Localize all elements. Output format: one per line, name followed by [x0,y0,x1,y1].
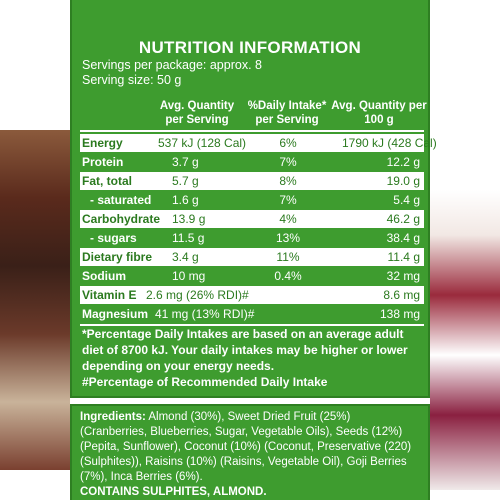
ingredients-panel: Ingredients: Almond (30%), Sweet Dried F… [70,404,430,500]
row-label: Dietary fibre [82,250,153,264]
row-serving: 41 mg (13% RDI)# [155,307,255,321]
product-photo-right [430,190,500,490]
row-label: Protein [82,155,124,169]
row-serving: 11.5 g [172,231,205,245]
row-per-100g: 11.4 g [387,250,420,264]
col-header-daily-intake: %Daily Intake* per Serving [247,100,327,126]
row-per-100g: 46.2 g [386,212,420,226]
row-serving: 5.7 g [172,174,199,188]
row-per-100g: 1790 kJ (428 Cal) [342,136,437,150]
row-daily-intake: 0.4% [274,269,302,283]
table-row-sodium: Sodium 10 mg 0.4% 32 mg [80,267,424,285]
servings-per-package: Servings per package: approx. 8 [82,58,262,72]
row-daily-intake: 8% [279,174,297,188]
allergen-statement: CONTAINS SULPHITES, ALMOND. [80,486,267,498]
row-label: Sodium [82,269,126,283]
row-serving: 13.9 g [172,212,206,226]
row-daily-intake: 7% [279,155,297,169]
row-daily-intake: 7% [279,193,297,207]
ingredients-label: Ingredients: [80,411,146,423]
row-serving: 10 mg [172,269,206,283]
row-label: Fat, total [82,174,132,188]
row-serving: 3.4 g [172,250,199,264]
panel-title: NUTRITION INFORMATION [138,38,362,57]
product-photo-left [0,130,70,470]
table-row-energy: Energy 537 kJ (128 Cal) 6% 1790 kJ (428 … [80,134,437,152]
row-serving: 3.7 g [172,155,199,169]
table-rule [80,130,424,132]
nutrition-panel: NUTRITION INFORMATION Servings per packa… [70,0,437,398]
col-header-per-serving: Avg. Quantity per Serving [159,100,235,126]
table-row-magnesium: Magnesium 41 mg (13% RDI)# 138 mg [80,305,424,323]
row-per-100g: 38.4 g [386,231,420,245]
row-label: Magnesium [82,307,149,321]
table-row-protein: Protein 3.7 g 7% 12.2 g [80,153,424,171]
row-serving: 537 kJ (128 Cal) [158,136,247,150]
table-row-carbohydrate: Carbohydrate 13.9 g 4% 46.2 g [80,210,424,228]
table-row-vitamin-e: Vitamin E 2.6 mg (26% RDI)# 8.6 mg [80,286,424,304]
row-per-100g: 8.6 mg [383,288,420,302]
row-per-100g: 32 mg [386,269,420,283]
table-row-dietary-fibre: Dietary fibre 3.4 g 11% 11.4 g [80,248,424,266]
row-label: - saturated [90,193,152,207]
row-serving: 1.6 g [172,193,199,207]
table-rule [80,324,424,326]
row-daily-intake: 4% [279,212,297,226]
row-per-100g: 19.0 g [386,174,420,188]
row-daily-intake: 11% [276,250,300,264]
daily-intake-footnote: *Percentage Daily Intakes are based on a… [82,327,408,373]
row-serving: 2.6 mg (26% RDI)# [146,288,249,302]
row-label: Carbohydrate [82,212,161,226]
row-label: Energy [82,136,123,150]
table-row-saturated: - saturated 1.6 g 7% 5.4 g [80,191,424,209]
table-row-sugars: - sugars 11.5 g 13% 38.4 g [80,229,424,247]
serving-size: Serving size: 50 g [82,73,182,87]
ingredients-text: Almond (30%), Sweet Dried Fruit (25%) (C… [80,411,412,483]
row-daily-intake: 13% [275,231,301,245]
row-label: Vitamin E [82,288,137,302]
col-header-per-100g: Avg. Quantity per 100 g [331,100,427,126]
row-per-100g: 12.2 g [386,155,420,169]
row-per-100g: 138 mg [379,307,420,321]
row-daily-intake: 6% [279,136,297,150]
table-row-fat: Fat, total 5.7 g 8% 19.0 g [80,172,424,190]
rdi-footnote: #Percentage of Recommended Daily Intake [82,375,328,389]
row-label: - sugars [90,231,137,245]
row-per-100g: 5.4 g [393,193,420,207]
